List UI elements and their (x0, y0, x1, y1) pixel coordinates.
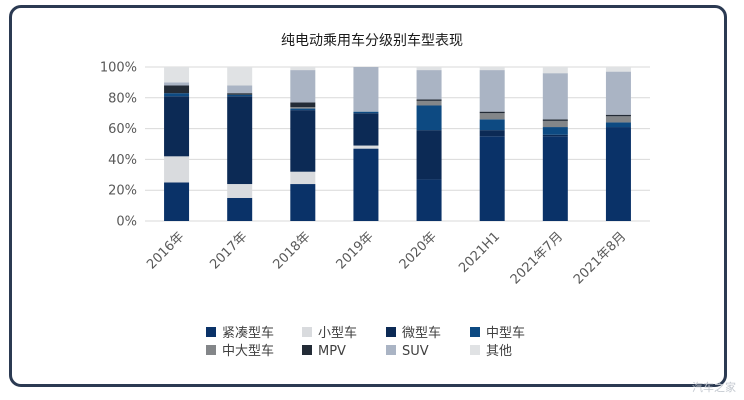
bar-segment (227, 94, 253, 97)
bar-segment (479, 130, 505, 137)
bar-segment (353, 67, 379, 112)
bar-segment (416, 99, 442, 101)
bar-segment (353, 148, 379, 221)
bar-segment (227, 197, 253, 221)
legend-label: 中大型车 (222, 343, 274, 359)
bar-segment (605, 71, 631, 115)
legend-swatch (386, 327, 396, 337)
legend-label: 其他 (486, 344, 512, 359)
legend-swatch (206, 345, 216, 355)
legend-label: 紧凑型车 (222, 325, 274, 341)
bar-segment (164, 82, 190, 86)
bar-segment (290, 184, 316, 221)
bar-segment (227, 67, 253, 86)
legend-label: MPV (318, 344, 346, 359)
y-tick-label: 20% (108, 184, 137, 199)
y-tick-label: 80% (108, 91, 137, 106)
bar-segment (479, 67, 505, 71)
bar-segment (479, 113, 505, 120)
bar-segment (605, 114, 631, 117)
bar-segment (542, 67, 568, 74)
y-tick-label: 0% (116, 215, 137, 230)
x-tick-label: 2016年 (144, 229, 187, 272)
bar-segment (416, 100, 442, 106)
bar-segment (542, 136, 568, 221)
y-tick-label: 100% (100, 61, 137, 76)
x-tick-label: 2021H1 (456, 229, 503, 276)
bar-segment (542, 127, 568, 135)
y-tick-label: 40% (108, 153, 137, 168)
bar-segment (227, 85, 253, 94)
legend-swatch (206, 327, 216, 337)
legend-label: SUV (402, 344, 429, 359)
bar-segment (227, 93, 253, 95)
bar-segment (164, 67, 190, 83)
bar-segment (542, 119, 568, 121)
bar-segment (605, 127, 631, 221)
y-tick-label: 60% (108, 122, 137, 137)
bar-segment (605, 67, 631, 72)
bar-segment (290, 70, 316, 103)
bar-segment (164, 156, 190, 183)
legend-label: 中型车 (486, 325, 525, 341)
bar-segment (164, 85, 190, 94)
bar-segment (479, 119, 505, 131)
bar-segment (353, 111, 379, 114)
legend-label: 小型车 (318, 325, 357, 341)
bar-segment (164, 96, 190, 157)
bar-segment (542, 73, 568, 120)
x-tick-label: 2018年 (270, 229, 313, 272)
legend-swatch (302, 345, 312, 355)
legend-label: 微型车 (402, 325, 441, 341)
bar-segment (605, 116, 631, 123)
legend-swatch (470, 327, 480, 337)
x-tick-label: 2019年 (334, 229, 377, 272)
bar-segment (479, 70, 505, 112)
bar-segment (290, 171, 316, 185)
bar-segment (290, 108, 316, 111)
bar-segment (416, 70, 442, 100)
legend-swatch (302, 327, 312, 337)
bar-segment (479, 111, 505, 114)
bar-segment (542, 134, 568, 137)
bar-segment (290, 110, 316, 172)
x-tick-label: 2021年8月 (571, 229, 629, 287)
bar-segment (416, 105, 442, 131)
bar-segment (353, 113, 379, 146)
bar-segment (416, 179, 442, 221)
legend-swatch (386, 345, 396, 355)
bar-segment (353, 145, 379, 149)
bar-segment (542, 120, 568, 128)
bar-segment (290, 102, 316, 108)
bar-segment (164, 93, 190, 97)
x-tick-label: 2021年7月 (508, 229, 566, 287)
x-tick-label: 2020年 (397, 229, 440, 272)
x-tick-label: 2017年 (207, 229, 250, 272)
bar-segment (227, 96, 253, 185)
bar-segment (605, 122, 631, 128)
bar-segment (479, 136, 505, 221)
legend-swatch (470, 345, 480, 355)
bar-segment (416, 67, 442, 71)
bar-segment (290, 107, 316, 109)
bar-segment (164, 182, 190, 221)
bar-segment (290, 67, 316, 71)
bar-segment (416, 130, 442, 180)
chart-title: 纯电动乘用车分级别车型表现 (281, 32, 463, 49)
bar-segment (227, 184, 253, 198)
watermark: 汽车之家 (692, 381, 736, 394)
